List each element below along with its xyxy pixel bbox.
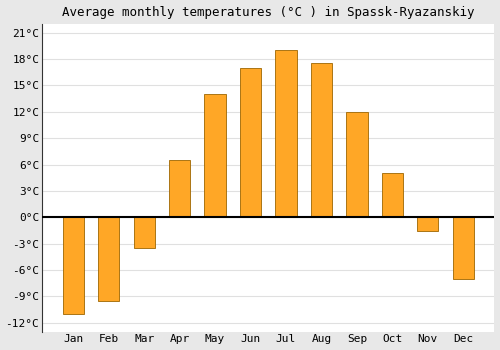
Bar <box>311 63 332 217</box>
Bar <box>62 217 84 314</box>
Bar <box>240 68 261 217</box>
Bar <box>169 160 190 217</box>
Bar <box>134 217 155 248</box>
Bar <box>276 50 296 217</box>
Bar <box>382 173 403 217</box>
Bar <box>417 217 438 231</box>
Bar <box>346 112 368 217</box>
Bar <box>204 94 226 217</box>
Bar <box>98 217 120 301</box>
Title: Average monthly temperatures (°C ) in Spassk-Ryazanskiy: Average monthly temperatures (°C ) in Sp… <box>62 6 474 19</box>
Bar <box>452 217 474 279</box>
